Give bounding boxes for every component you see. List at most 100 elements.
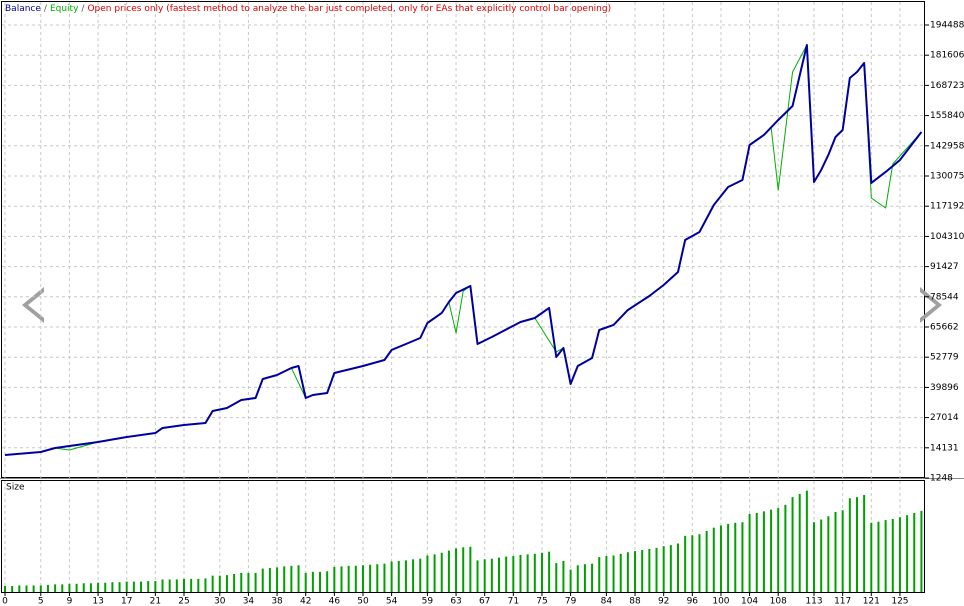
x-tick-label: 63 [450,597,461,606]
size-bar [676,543,679,592]
x-tick-label: 96 [687,597,699,606]
size-bar [483,559,486,592]
size-bar [870,522,873,592]
size-bar [906,515,909,592]
x-tick-label: 104 [741,597,758,606]
size-bar [913,512,916,592]
size-bar [476,560,479,592]
x-tick-label: 21 [150,597,161,606]
size-bar [319,571,322,592]
size-bar [290,565,293,592]
x-tick-label: 100 [712,597,729,606]
x-tick-label: 121 [863,597,880,606]
size-bar [54,584,57,592]
equity-line [4,44,922,456]
size-bar [89,583,92,592]
size-bar [891,518,894,592]
size-bar [276,567,279,592]
size-bar [748,514,751,592]
size-bar [61,584,64,592]
size-bar [125,581,128,592]
size-bar [770,509,773,592]
size-bar [383,563,386,592]
size-bar [512,556,515,592]
size-bar [662,546,665,592]
x-tick-label: 88 [629,597,641,606]
y-tick-label: 142958 [930,141,964,151]
x-tick-label: 42 [300,597,311,606]
x-tick-label: 59 [422,597,434,606]
size-bar [834,511,837,592]
size-bar [548,551,551,592]
size-bar [490,558,493,592]
size-bar [755,512,758,592]
scroll-right[interactable] [920,287,942,323]
legend: Balance / Equity / Open prices only (fastest… [5,4,614,14]
y-tick-label: 168723 [930,81,964,91]
size-bar [698,534,701,592]
size-frame [1,480,925,593]
size-bar [734,522,737,592]
size-bar [247,572,250,592]
size-bar [175,579,178,592]
legend-balance: Balance [5,4,41,14]
size-bar [361,565,364,592]
size-bar [140,581,143,592]
size-bar [190,578,193,592]
y-tick-label: 39896 [930,383,959,393]
size-bar [118,582,121,592]
x-tick-label: 79 [565,597,577,606]
size-bar [648,548,651,592]
size-bar [369,564,372,592]
size-bar [533,553,536,592]
size-bar [68,583,71,592]
size-bar [147,581,150,592]
size-bar [898,517,901,592]
size-bar [884,520,887,592]
balance-line [4,43,923,456]
size-bar [562,560,565,592]
y-tick-label: 1248 [930,474,953,484]
size-bar [211,575,214,592]
size-bar [691,535,694,592]
size-bar [25,585,28,592]
x-tick-label: 50 [357,597,369,606]
size-bar [505,556,508,592]
x-tick-label: 30 [214,597,226,606]
scroll-left[interactable] [22,287,44,323]
size-bar [376,564,379,592]
size-bar [254,572,257,592]
size-bar [576,565,579,592]
size-bar [920,510,923,592]
size-bar [197,578,200,592]
y-tick-label: 91427 [930,262,959,272]
size-bar [634,551,637,592]
size-bar [412,559,415,592]
size-bar [605,556,608,592]
size-bar [827,516,830,592]
x-tick-label: 125 [891,597,908,606]
size-bar [655,547,658,592]
size-bar [111,582,114,592]
size-bar [18,585,21,592]
size-bar [447,550,450,592]
size-bar [433,554,436,592]
y-tick-label: 155840 [930,111,964,121]
size-title: Size [6,483,25,493]
size-bar [455,548,458,592]
size-bar [641,550,644,592]
size-bar [268,568,271,592]
size-bar [168,579,171,592]
size-bar [104,582,107,592]
size-bar [798,493,801,592]
size-bar [240,572,243,592]
x-tick-label: 67 [479,597,490,606]
size-bar [297,565,300,592]
size-bar [75,583,78,592]
size-bar [805,490,808,592]
separator: / [81,4,85,14]
size-bar [32,585,35,592]
x-tick-label: 75 [536,597,547,606]
x-tick-label: 113 [805,597,822,606]
